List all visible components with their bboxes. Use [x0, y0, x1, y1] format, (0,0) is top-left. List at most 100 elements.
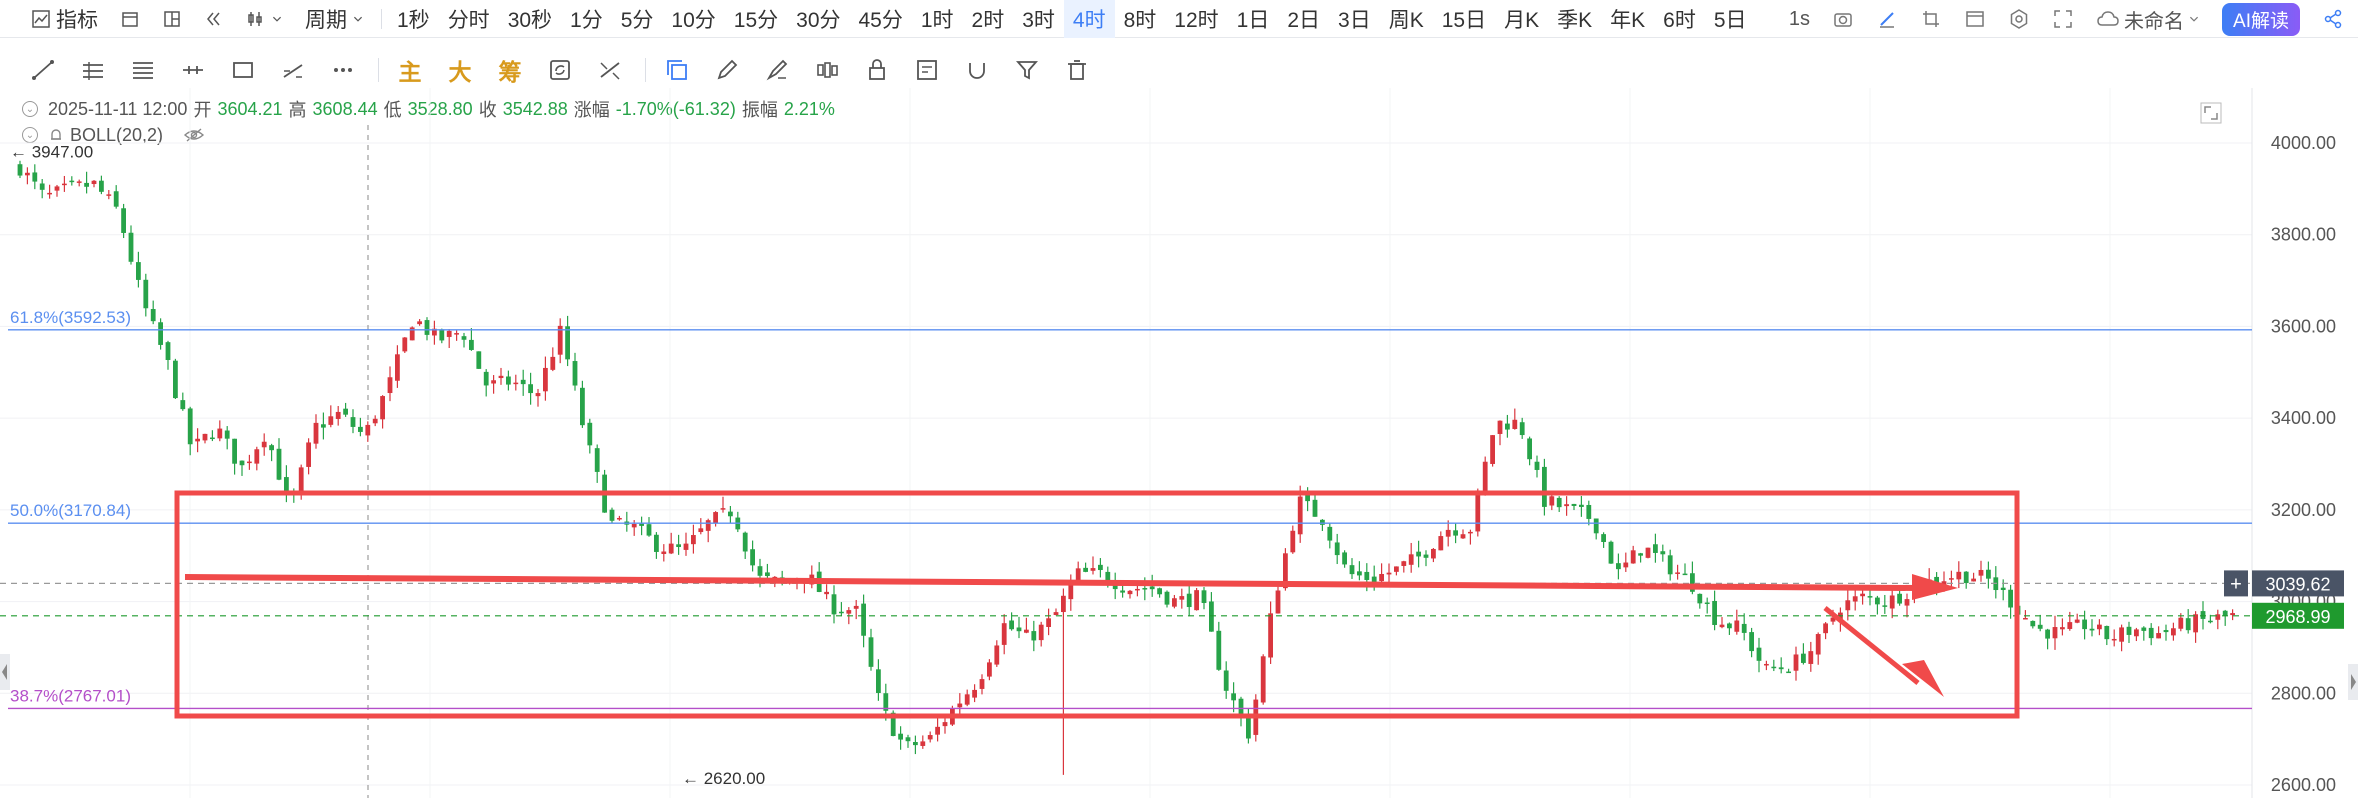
camera-icon[interactable]	[1832, 8, 1854, 30]
candle-tool-icon[interactable]	[808, 52, 846, 88]
candle-body	[150, 309, 156, 322]
calendar-button[interactable]	[109, 0, 151, 38]
candle-body	[1031, 631, 1037, 641]
open-value: 3604.21	[217, 98, 283, 119]
period-tab[interactable]: 2时	[971, 8, 1005, 32]
candle-body	[2126, 626, 2132, 635]
period-tab[interactable]: 周K	[1388, 8, 1424, 32]
candle-body	[1956, 571, 1962, 580]
period-tab[interactable]: 30秒	[507, 8, 553, 32]
replay-button[interactable]	[193, 0, 235, 38]
crop-icon[interactable]	[1920, 8, 1942, 30]
horizontal-line-icon[interactable]	[174, 52, 212, 88]
period-tab[interactable]: 15日	[1441, 8, 1487, 32]
indicator-button[interactable]: 指标	[20, 0, 109, 38]
parallel-lines-icon[interactable]	[74, 52, 112, 88]
magnet-icon[interactable]	[958, 52, 996, 88]
last-price-label: 2968.99	[2265, 607, 2330, 627]
more-tools-icon[interactable]	[324, 52, 362, 88]
main-force-tool[interactable]: 主	[398, 59, 422, 85]
candle-body	[631, 523, 637, 528]
collapse-chevron-icon[interactable]: ⌄	[22, 101, 38, 117]
candle-body	[1283, 553, 1288, 589]
candle-body	[1904, 599, 1910, 606]
note-icon[interactable]	[908, 52, 946, 88]
period-tab[interactable]: 1时	[920, 8, 954, 32]
candle-body	[32, 172, 38, 182]
candle-body	[2104, 625, 2110, 640]
copy-icon[interactable]	[658, 52, 696, 88]
period-tab[interactable]: 3日	[1338, 8, 1371, 32]
candle-body	[1090, 568, 1096, 571]
share-icon[interactable]	[2322, 8, 2344, 30]
pen-icon[interactable]	[708, 52, 746, 88]
bell-icon[interactable]	[48, 127, 64, 143]
period-tab[interactable]: 6时	[1663, 8, 1696, 32]
eraser-lines-icon[interactable]	[591, 52, 629, 88]
plus-icon[interactable]: +	[2230, 573, 2242, 595]
down-arrow-head	[1902, 660, 1944, 697]
period-tab[interactable]: 4时	[1063, 0, 1115, 38]
period-tab[interactable]: 1日	[1236, 8, 1270, 32]
candle-body	[202, 433, 208, 441]
candle-body	[1172, 598, 1177, 607]
large-order-tool[interactable]: 大	[448, 59, 472, 85]
period-tab[interactable]: 1分	[570, 8, 603, 32]
trash-icon[interactable]	[1058, 52, 1096, 88]
candle-body	[69, 180, 75, 183]
layout-button[interactable]	[151, 0, 193, 38]
gear-icon[interactable]	[2008, 8, 2030, 30]
chevron-down-icon	[2190, 16, 2199, 22]
period-tab[interactable]: 季K	[1557, 8, 1593, 32]
fibonacci-icon[interactable]	[124, 52, 162, 88]
candle-body	[1978, 569, 1984, 576]
candle-body	[1586, 504, 1592, 519]
window-icon[interactable]	[1964, 8, 1986, 30]
candle-body	[528, 384, 533, 394]
period-tab[interactable]: 15分	[733, 8, 779, 32]
brush-icon[interactable]	[758, 52, 796, 88]
chip-distribution-tool[interactable]: 筹	[498, 59, 522, 85]
candle-body	[2185, 618, 2191, 631]
candle-body	[1823, 623, 1828, 634]
filter-icon[interactable]	[1008, 52, 1046, 88]
period-tab[interactable]: 12时	[1174, 8, 1219, 32]
candle-body	[239, 460, 245, 466]
crosshair-plus-box[interactable]	[2224, 570, 2248, 597]
period-tab[interactable]: 分时	[447, 8, 490, 32]
period-tab[interactable]: 45分	[858, 8, 903, 32]
rectangle-icon[interactable]	[224, 52, 262, 88]
y-tick-label: 3400.00	[2271, 408, 2336, 428]
pencil-icon[interactable]	[1876, 8, 1898, 30]
period-tab[interactable]: 2日	[1287, 8, 1321, 32]
period-tab[interactable]: 月K	[1504, 8, 1540, 32]
period-tab[interactable]: 5分	[620, 8, 654, 32]
candle-body	[1445, 529, 1451, 537]
candle-body	[913, 742, 918, 746]
lock-icon[interactable]	[858, 52, 896, 88]
candle-body	[1852, 596, 1858, 602]
cloud-save-dropdown[interactable]: 未命名	[2096, 5, 2200, 34]
period-tab[interactable]: 8时	[1123, 8, 1157, 32]
candle-body	[2119, 627, 2124, 642]
candle-body	[2163, 630, 2169, 633]
period-tab[interactable]: 10分	[671, 8, 716, 32]
candle-body	[2141, 627, 2147, 631]
sync-icon[interactable]	[541, 52, 579, 88]
period-tab[interactable]: 3时	[1022, 8, 1055, 32]
period-tab[interactable]: 1秒	[397, 8, 430, 32]
candle-style-button[interactable]	[235, 0, 294, 38]
period-tab[interactable]: 年K	[1610, 8, 1646, 32]
trend-line-icon[interactable]	[24, 52, 62, 88]
expand-chart-icon[interactable]	[2200, 102, 2222, 124]
candle-body	[2089, 628, 2095, 631]
refresh-interval[interactable]: 1s	[1788, 7, 1811, 30]
period-dropdown[interactable]: 周期	[294, 0, 375, 38]
measure-icon[interactable]	[274, 52, 312, 88]
period-tab[interactable]: 5日	[1713, 8, 1747, 32]
fullscreen-icon[interactable]	[2052, 8, 2074, 30]
candle-body	[750, 549, 755, 566]
ai-interpret-button[interactable]: AI解读	[2222, 2, 2300, 36]
period-tab[interactable]: 30分	[796, 8, 841, 32]
